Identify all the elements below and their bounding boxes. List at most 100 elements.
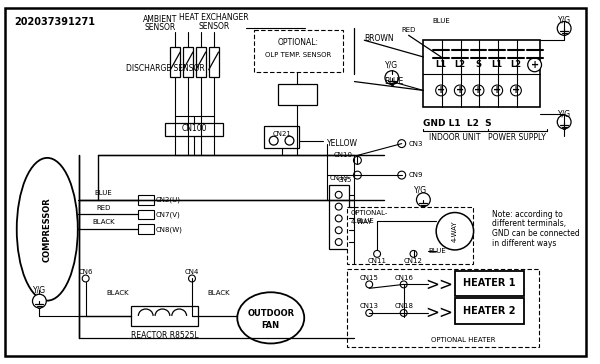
Bar xyxy=(254,30,343,72)
Text: CN11: CN11 xyxy=(368,258,386,264)
Circle shape xyxy=(528,58,542,72)
Text: INDOOR UNIT: INDOOR UNIT xyxy=(429,133,481,142)
Text: Y/G: Y/G xyxy=(557,16,571,25)
Text: +: + xyxy=(475,86,482,95)
Text: CN15: CN15 xyxy=(360,274,379,281)
Circle shape xyxy=(400,309,407,316)
Text: COMPRESSOR: COMPRESSOR xyxy=(43,197,52,262)
Circle shape xyxy=(454,85,465,96)
Text: BLUE: BLUE xyxy=(428,248,446,254)
Text: L2: L2 xyxy=(454,60,466,69)
Text: different terminals,: different terminals, xyxy=(492,219,566,229)
Text: BLACK: BLACK xyxy=(92,219,115,225)
Circle shape xyxy=(557,21,571,35)
Text: BLUE: BLUE xyxy=(95,190,112,196)
Text: BROWN: BROWN xyxy=(364,34,394,43)
Text: POWER SUPPLY: POWER SUPPLY xyxy=(488,133,546,142)
Text: +: + xyxy=(456,86,464,95)
Text: OPTIONAL HEATER: OPTIONAL HEATER xyxy=(431,337,495,343)
Bar xyxy=(166,123,223,136)
Text: CN12: CN12 xyxy=(404,258,423,264)
Bar xyxy=(278,84,317,105)
Bar xyxy=(183,47,193,77)
Text: HEATER 1: HEATER 1 xyxy=(463,278,515,288)
Text: CN8(W): CN8(W) xyxy=(155,226,182,233)
Circle shape xyxy=(374,250,380,257)
Text: L2: L2 xyxy=(511,60,521,69)
Circle shape xyxy=(366,309,373,316)
Circle shape xyxy=(410,250,417,257)
Text: DISCHARGE SENSOR: DISCHARGE SENSOR xyxy=(126,64,205,73)
Text: CN16: CN16 xyxy=(394,274,413,281)
Text: CN6: CN6 xyxy=(79,269,93,274)
Circle shape xyxy=(385,71,399,84)
Circle shape xyxy=(82,275,89,282)
Bar xyxy=(209,47,218,77)
Text: CN21: CN21 xyxy=(272,131,291,137)
Bar xyxy=(196,47,206,77)
Text: BLACK: BLACK xyxy=(207,290,230,296)
Text: BLUE: BLUE xyxy=(432,17,450,24)
Text: L1: L1 xyxy=(436,60,446,69)
Text: SENSOR: SENSOR xyxy=(145,24,176,32)
Text: Y/G: Y/G xyxy=(413,185,427,194)
Circle shape xyxy=(511,85,521,96)
Text: CN3: CN3 xyxy=(409,141,423,147)
Text: +: + xyxy=(530,60,539,70)
Text: BLUE: BLUE xyxy=(356,218,374,224)
Circle shape xyxy=(492,85,503,96)
Circle shape xyxy=(188,275,196,282)
Text: CN4: CN4 xyxy=(185,269,199,274)
Circle shape xyxy=(335,227,342,234)
Text: HEAT EXCHANGER: HEAT EXCHANGER xyxy=(179,13,248,21)
Ellipse shape xyxy=(17,158,78,301)
Bar xyxy=(138,195,154,205)
Circle shape xyxy=(335,203,342,210)
Text: 202037391271: 202037391271 xyxy=(14,17,95,27)
Text: Y/G: Y/G xyxy=(385,60,398,69)
Text: SENSOR: SENSOR xyxy=(198,21,229,31)
Circle shape xyxy=(398,171,406,179)
Circle shape xyxy=(285,136,294,145)
Bar xyxy=(347,207,473,264)
Text: GND L1  L2  S: GND L1 L2 S xyxy=(424,119,492,128)
Text: CN5: CN5 xyxy=(338,177,352,183)
Text: CN100: CN100 xyxy=(181,124,207,133)
Text: AMBIENT: AMBIENT xyxy=(143,15,178,24)
Circle shape xyxy=(400,281,407,288)
Bar xyxy=(131,306,198,326)
Circle shape xyxy=(335,239,342,245)
Text: OPTIONAL-: OPTIONAL- xyxy=(350,210,388,215)
Text: +: + xyxy=(493,86,501,95)
Text: 4-WAY: 4-WAY xyxy=(452,221,458,242)
Text: CN13: CN13 xyxy=(360,303,379,309)
Text: HEATER 2: HEATER 2 xyxy=(463,306,515,316)
Text: >>: >> xyxy=(425,276,453,293)
Text: CN9: CN9 xyxy=(409,172,423,178)
Circle shape xyxy=(335,215,342,222)
Text: S: S xyxy=(476,60,482,69)
Bar xyxy=(138,210,154,219)
Text: CN19: CN19 xyxy=(329,175,348,181)
Bar xyxy=(329,185,349,249)
Text: RED: RED xyxy=(401,27,416,33)
Bar xyxy=(138,224,154,234)
Text: Y/G: Y/G xyxy=(557,109,571,118)
Circle shape xyxy=(436,85,446,96)
Text: L1: L1 xyxy=(491,60,503,69)
Text: YELLOW: YELLOW xyxy=(327,139,358,148)
Text: BLACK: BLACK xyxy=(107,290,130,296)
Text: GND can be connected: GND can be connected xyxy=(492,229,580,238)
Text: 4-WAY: 4-WAY xyxy=(350,219,372,225)
Text: in different ways: in different ways xyxy=(492,239,557,248)
Text: REACTOR R8525L: REACTOR R8525L xyxy=(131,331,198,340)
Circle shape xyxy=(353,157,361,164)
Text: >>: >> xyxy=(425,304,453,322)
Text: CN10: CN10 xyxy=(334,153,352,158)
Ellipse shape xyxy=(436,213,473,250)
Text: OPTIONAL:: OPTIONAL: xyxy=(278,38,319,47)
Text: Y/G: Y/G xyxy=(33,286,46,295)
Circle shape xyxy=(269,136,278,145)
Circle shape xyxy=(398,140,406,147)
Circle shape xyxy=(366,281,373,288)
